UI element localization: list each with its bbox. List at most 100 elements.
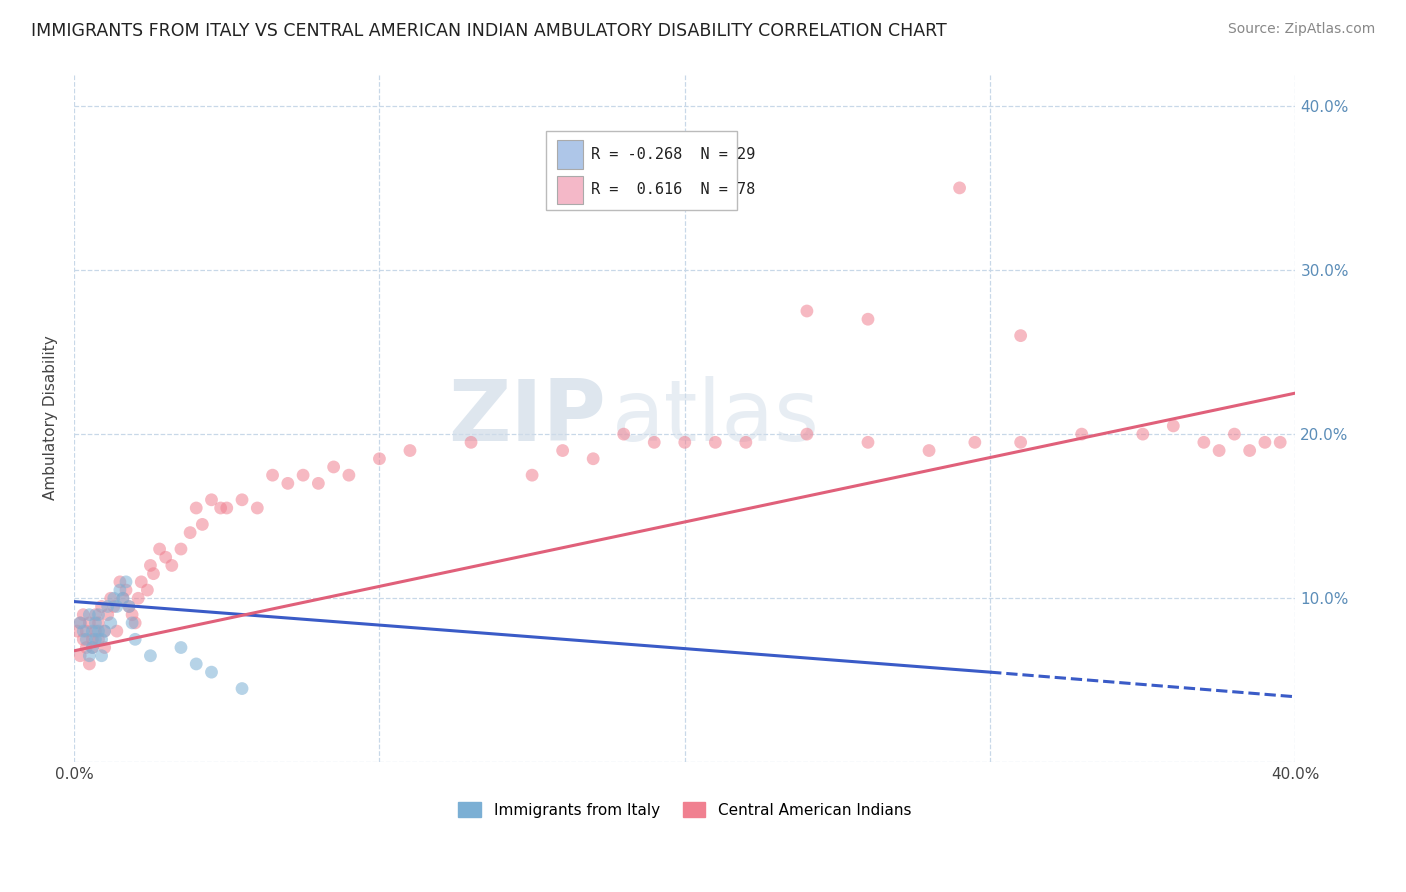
Point [734,435,756,450]
Point [1208,443,1230,458]
Point [100,591,122,606]
Point [97,599,120,614]
Point [200,492,222,507]
Point [79,648,101,663]
Point [191,517,214,532]
Point [82,624,104,639]
Point [963,435,986,450]
Point [111,591,134,606]
Point [90,648,112,663]
Point [1270,435,1292,450]
Point [142,566,165,581]
Point [170,542,193,557]
Point [673,435,696,450]
Point [1010,328,1032,343]
Point [115,574,138,589]
Point [72,607,94,622]
Point [856,435,879,450]
Point [551,443,574,458]
Point [1163,418,1185,433]
Point [1254,435,1277,450]
Text: Source: ZipAtlas.com: Source: ZipAtlas.com [1227,22,1375,37]
Text: ZIP: ZIP [447,376,606,459]
Point [796,304,818,318]
Point [262,468,284,483]
Point [105,624,128,639]
Point [108,574,131,589]
Point [103,591,125,606]
Text: R =  0.616  N = 78: R = 0.616 N = 78 [592,183,755,197]
Point [84,624,107,639]
Point [93,624,115,639]
Point [948,181,970,195]
Point [97,607,120,622]
Point [136,583,159,598]
Point [643,435,665,450]
Point [246,500,269,515]
Point [209,500,232,515]
Point [118,599,141,614]
Point [337,468,360,483]
Point [399,443,422,458]
Point [75,632,97,647]
Point [796,427,818,442]
Point [82,640,104,655]
Point [84,632,107,647]
Point [79,615,101,630]
Point [704,435,727,450]
Legend: Immigrants from Italy, Central American Indians: Immigrants from Italy, Central American … [453,796,917,823]
Point [82,640,104,655]
Point [582,451,605,466]
Point [90,599,112,614]
Point [613,427,636,442]
Point [231,492,253,507]
Point [179,525,201,540]
Point [87,632,110,647]
Point [139,648,162,663]
Point [160,558,183,573]
Point [1239,443,1261,458]
Point [124,632,146,647]
Y-axis label: Ambulatory Disability: Ambulatory Disability [44,335,58,500]
Point [108,583,131,598]
Point [87,615,110,630]
Point [72,624,94,639]
Point [368,451,391,466]
Point [105,599,128,614]
Point [231,681,253,696]
Point [856,312,879,326]
Point [69,648,91,663]
Point [520,468,543,483]
Point [121,615,143,630]
Point [84,615,107,630]
Point [1070,427,1092,442]
Point [69,615,91,630]
Point [75,640,97,655]
Point [124,615,146,630]
Point [155,550,177,565]
Point [322,459,344,474]
Point [79,607,101,622]
Point [79,657,101,671]
Point [307,476,329,491]
Point [139,558,162,573]
Point [460,435,482,450]
Point [186,657,208,671]
Point [292,468,315,483]
Point [115,583,138,598]
Point [69,615,91,630]
Point [75,624,97,639]
Point [215,500,238,515]
Point [118,599,141,614]
Point [93,624,115,639]
Point [72,632,94,647]
Point [111,591,134,606]
Text: R = -0.268  N = 29: R = -0.268 N = 29 [592,147,755,161]
Point [127,591,149,606]
Text: IMMIGRANTS FROM ITALY VS CENTRAL AMERICAN INDIAN AMBULATORY DISABILITY CORRELATI: IMMIGRANTS FROM ITALY VS CENTRAL AMERICA… [31,22,946,40]
Point [918,443,941,458]
Point [1192,435,1215,450]
Point [84,607,107,622]
Point [121,607,143,622]
Point [200,665,222,680]
